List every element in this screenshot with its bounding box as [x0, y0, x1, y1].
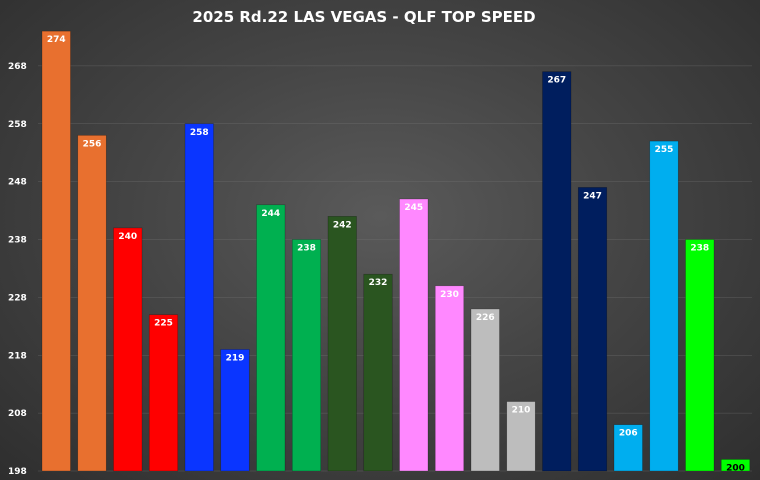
- y-tick-label: 258: [8, 120, 27, 130]
- bar-value-label: 245: [404, 203, 423, 213]
- value-labels: 274 256 240 225 258 219 244 238 242 232 245 230 226 2…: [47, 35, 745, 473]
- bar-value-label: 232: [369, 278, 388, 288]
- bar-value-label: 230: [440, 290, 459, 300]
- bar-value-label: 242: [333, 220, 352, 230]
- y-tick-label: 218: [8, 351, 27, 361]
- y-tick-label: 268: [8, 62, 27, 72]
- bar: [399, 198, 429, 472]
- bar: [184, 123, 214, 472]
- bar-value-label: 210: [512, 406, 531, 416]
- bar: [434, 285, 465, 472]
- bar-value-label: 238: [690, 244, 709, 254]
- bar-value-label: 247: [583, 191, 602, 201]
- bar: [256, 204, 286, 472]
- bar-value-label: 255: [655, 145, 674, 155]
- y-tick-label: 238: [8, 236, 27, 246]
- y-tick-label: 248: [8, 178, 27, 188]
- bar: [41, 30, 71, 472]
- bar: [148, 314, 179, 472]
- bar-value-label: 206: [619, 429, 638, 439]
- bar-value-label: 225: [154, 319, 173, 329]
- bar: [363, 273, 393, 472]
- bar: [649, 140, 679, 472]
- gridlines: [38, 65, 752, 472]
- bar: [542, 71, 572, 472]
- y-tick-label: 198: [8, 467, 27, 477]
- bar: [685, 239, 715, 472]
- y-tick-label: 228: [8, 293, 27, 303]
- bar-value-label: 258: [190, 128, 209, 138]
- bar: [327, 216, 357, 472]
- bar-value-label: 240: [118, 232, 137, 242]
- bar-value-label: 267: [547, 76, 566, 86]
- bar: [113, 227, 143, 472]
- bar-value-label: 200: [726, 463, 745, 473]
- bar: [613, 424, 643, 472]
- bar-value-label: 238: [297, 244, 316, 254]
- bar: [220, 349, 250, 472]
- bar-value-label: 244: [261, 209, 280, 219]
- bar-value-label: 274: [47, 35, 66, 45]
- y-axis-ticks: 198 208 218 228 238 248 258 268: [8, 62, 27, 477]
- bar: [291, 239, 322, 472]
- y-tick-label: 208: [8, 409, 27, 419]
- bar-value-label: 226: [476, 313, 495, 323]
- bar-value-label: 256: [83, 139, 102, 149]
- bar: [77, 135, 107, 472]
- bars: [41, 30, 751, 472]
- bar-value-label: 219: [226, 353, 245, 363]
- chart-title: 2025 Rd.22 LAS VEGAS - QLF TOP SPEED: [192, 8, 535, 26]
- bar: [577, 187, 608, 472]
- bar: [506, 401, 536, 472]
- bar: [470, 308, 500, 472]
- bar: [720, 459, 751, 472]
